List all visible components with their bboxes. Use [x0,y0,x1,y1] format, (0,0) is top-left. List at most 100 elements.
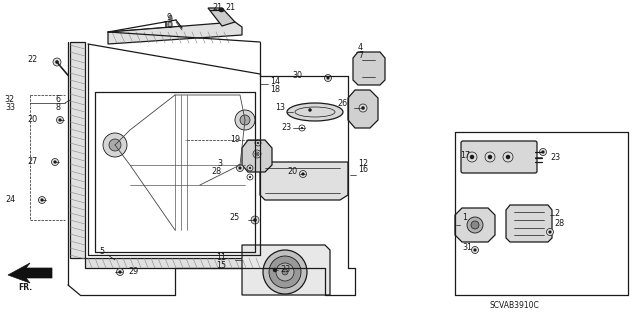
Circle shape [467,217,483,233]
Text: 32: 32 [5,95,15,105]
Circle shape [253,218,257,222]
Circle shape [359,104,367,112]
Text: 10: 10 [163,21,173,31]
Text: 27: 27 [28,158,38,167]
Circle shape [255,152,259,156]
Text: 17: 17 [460,151,470,160]
Circle shape [103,133,127,157]
Circle shape [308,108,312,112]
Circle shape [109,139,121,151]
Circle shape [240,115,250,125]
Circle shape [276,263,294,281]
Polygon shape [353,52,385,85]
Text: 9: 9 [168,14,173,24]
Circle shape [255,152,259,156]
Circle shape [249,176,251,178]
Text: 26: 26 [338,100,348,108]
Text: 24: 24 [5,196,15,204]
Circle shape [118,271,122,274]
Text: 22: 22 [28,56,38,64]
Polygon shape [455,208,495,242]
Circle shape [51,159,58,166]
Text: 13: 13 [275,103,285,113]
Polygon shape [260,162,348,200]
Circle shape [301,127,303,129]
Circle shape [541,151,545,153]
Text: 21: 21 [225,4,235,12]
Circle shape [300,170,307,177]
Polygon shape [108,22,242,44]
Polygon shape [242,140,272,172]
Text: 29: 29 [128,268,138,277]
Text: 28: 28 [212,167,222,176]
Text: 30: 30 [292,71,302,80]
Circle shape [237,165,243,172]
Text: 28: 28 [554,219,564,227]
Polygon shape [208,8,235,26]
Text: 21: 21 [212,4,222,12]
Circle shape [219,8,223,12]
Text: 8: 8 [55,102,60,112]
Circle shape [506,155,510,159]
Circle shape [53,58,61,66]
Text: 23: 23 [550,153,560,162]
Circle shape [38,197,45,204]
Circle shape [273,268,277,272]
Text: 20: 20 [28,115,38,124]
Text: 19: 19 [230,136,240,145]
Circle shape [547,228,554,235]
Text: 23: 23 [282,122,292,131]
Circle shape [257,142,259,144]
Text: 16: 16 [358,166,368,174]
Polygon shape [506,205,552,242]
Circle shape [470,155,474,159]
Polygon shape [242,245,330,295]
Polygon shape [8,263,52,283]
Circle shape [263,250,307,294]
Text: 11: 11 [216,254,226,263]
Circle shape [239,167,241,170]
FancyBboxPatch shape [461,141,537,173]
Polygon shape [85,258,260,268]
Text: 18: 18 [270,85,280,93]
Circle shape [301,173,305,175]
Circle shape [251,216,259,224]
Text: 12: 12 [358,159,368,167]
Circle shape [55,60,59,64]
Circle shape [471,221,479,229]
Text: 7: 7 [358,50,363,60]
Circle shape [269,256,301,288]
Text: 10: 10 [162,20,172,29]
Polygon shape [348,90,378,128]
Circle shape [326,77,330,79]
Circle shape [256,153,258,155]
Circle shape [40,198,44,202]
Text: 5: 5 [100,248,105,256]
Circle shape [58,118,61,122]
Circle shape [467,152,477,162]
Text: 4: 4 [358,43,363,53]
Circle shape [474,249,477,252]
Text: 2: 2 [554,209,559,218]
Circle shape [361,106,365,110]
Circle shape [116,269,124,276]
Circle shape [220,8,224,12]
Text: 20: 20 [288,167,298,176]
Circle shape [249,167,251,169]
Text: 31: 31 [462,243,472,253]
Text: 23: 23 [280,265,290,275]
Text: 33: 33 [5,102,15,112]
Text: 3: 3 [217,159,222,167]
Circle shape [324,75,332,81]
Ellipse shape [287,103,343,121]
Circle shape [253,150,261,158]
Text: 25: 25 [230,213,240,222]
Circle shape [503,152,513,162]
Circle shape [235,110,255,130]
Circle shape [56,116,63,123]
Text: 9: 9 [167,13,172,23]
Circle shape [488,155,492,159]
Polygon shape [70,42,85,258]
Circle shape [53,160,56,164]
Circle shape [485,152,495,162]
